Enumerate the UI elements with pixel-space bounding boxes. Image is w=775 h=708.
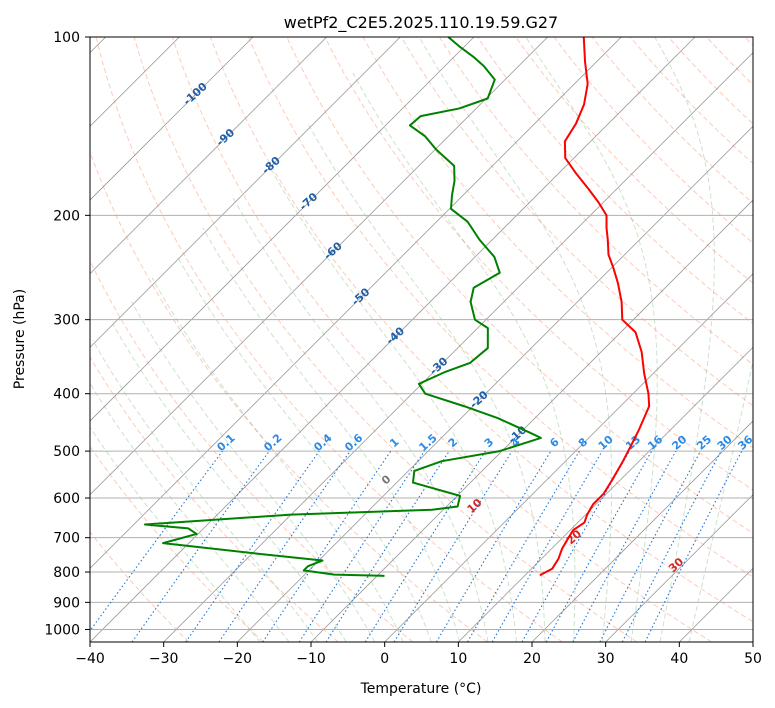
x-tick-label: −30 — [149, 651, 179, 667]
y-tick-label: 600 — [53, 491, 80, 507]
y-tick-label: 200 — [53, 208, 80, 224]
mixing-ratio-line — [521, 450, 630, 642]
x-tick-label: 40 — [670, 651, 688, 667]
moist-adiabat-line — [177, 256, 432, 642]
x-tick-label: −10 — [296, 651, 326, 667]
dry-adiabat-line — [286, 37, 753, 534]
moist-adiabat-line — [90, 382, 290, 642]
x-tick-label: 10 — [449, 651, 467, 667]
isotherm-line — [90, 37, 548, 496]
x-axis: −40 −30 −20 −10 0 10 20 30 40 50 — [75, 642, 762, 667]
dry-adiabat-line — [90, 259, 414, 642]
y-tick-label: 500 — [53, 444, 80, 460]
y-tick-label: 900 — [53, 595, 80, 611]
isotherm-line — [384, 273, 753, 642]
isotherm-line — [310, 199, 753, 642]
dry-adiabat-line — [133, 37, 638, 642]
dry-adiabat-line — [324, 37, 753, 491]
mixing-ratio-line — [218, 450, 351, 642]
moist-adiabat-line — [231, 195, 489, 642]
isotherm-line — [237, 125, 753, 642]
mixing-ratio-line — [572, 450, 677, 642]
dry-adiabats — [90, 37, 753, 642]
mixing-ratio-line — [185, 450, 320, 642]
dry-adiabat-line — [553, 37, 753, 244]
isotherm-line — [90, 37, 327, 275]
isotherm-line — [531, 420, 753, 642]
profile-series — [143, 37, 651, 577]
isotherm-line — [90, 37, 401, 348]
mixing-ratio-line — [393, 450, 513, 642]
dry-adiabat-line — [210, 37, 753, 623]
moist-adiabat-line — [151, 277, 404, 642]
moist-adiabat-line — [418, 37, 613, 642]
dry-adiabat-line — [477, 37, 753, 325]
mixing-ratio-line — [467, 450, 580, 642]
moist-adiabat-line — [92, 340, 319, 642]
mixing-ratio-line — [491, 450, 603, 642]
mixing-ratio-line — [325, 450, 450, 642]
moist-adiabat-line — [202, 227, 461, 642]
moist-adiabat-line — [268, 165, 517, 642]
x-axis-title: Temperature (°C) — [360, 681, 482, 697]
dry-adiabat-line — [95, 37, 563, 642]
isotherm-line — [458, 346, 753, 642]
x-tick-label: 20 — [523, 651, 541, 667]
x-tick-label: −40 — [75, 651, 105, 667]
y-tick-label: 100 — [53, 30, 80, 46]
y-tick-label: 800 — [53, 565, 80, 581]
dry-adiabat-line — [248, 37, 753, 578]
moist-adiabat-line — [688, 358, 753, 642]
isobars — [90, 37, 753, 630]
x-tick-label: 30 — [597, 651, 615, 667]
plot-area: -100-90-80-70-60-50-40-30-20-100.1 0.2 0.4… — [89, 36, 756, 643]
moist-adiabat-line — [112, 323, 347, 642]
moist-adiabats — [90, 37, 753, 642]
dry-adiabat-line — [90, 150, 488, 642]
dry-adiabat-line — [90, 531, 190, 642]
isotherm-line — [163, 52, 753, 642]
isotherm-line — [605, 494, 753, 642]
moist-adiabat-line — [525, 37, 658, 642]
y-axis: 100 200 300 400 500 600 700 800 900 1000 — [44, 30, 90, 638]
isotherm-line — [90, 37, 622, 569]
isotherm-line — [90, 37, 696, 642]
moist-adiabat-line — [654, 37, 715, 642]
isotherms — [90, 37, 753, 642]
x-tick-label: 0 — [380, 651, 389, 667]
dry-adiabat-line — [591, 37, 753, 204]
y-tick-label: 700 — [53, 531, 80, 547]
y-tick-label: 300 — [53, 313, 80, 329]
dry-adiabat-line — [400, 37, 753, 407]
x-tick-label: −20 — [223, 651, 253, 667]
isotherm-line — [90, 37, 254, 201]
plot-background — [90, 37, 753, 642]
temperature-line — [539, 37, 651, 577]
dry-adiabat-line — [439, 37, 753, 366]
x-tick-label: 50 — [744, 651, 762, 667]
isotherm-line — [90, 37, 475, 422]
dewpoint-line — [143, 37, 542, 577]
y-tick-label: 400 — [53, 387, 80, 403]
mixing-ratio-line — [545, 450, 653, 642]
mixing-ratio-line — [435, 450, 552, 642]
plot-frame — [89, 36, 754, 643]
moist-adiabat-line — [90, 426, 261, 642]
mixing-ratio-line — [364, 450, 486, 642]
chart-title: wetPf2_C2E5.2025.110.19.59.G27 — [284, 13, 558, 33]
mixing-ratio-line — [90, 450, 223, 632]
y-axis-title: Pressure (hPa) — [12, 289, 28, 389]
moist-adiabat-line — [352, 72, 576, 642]
dry-adiabat-line — [171, 37, 712, 642]
y-tick-label: 1000 — [44, 622, 80, 638]
dry-adiabat-line — [90, 356, 339, 642]
